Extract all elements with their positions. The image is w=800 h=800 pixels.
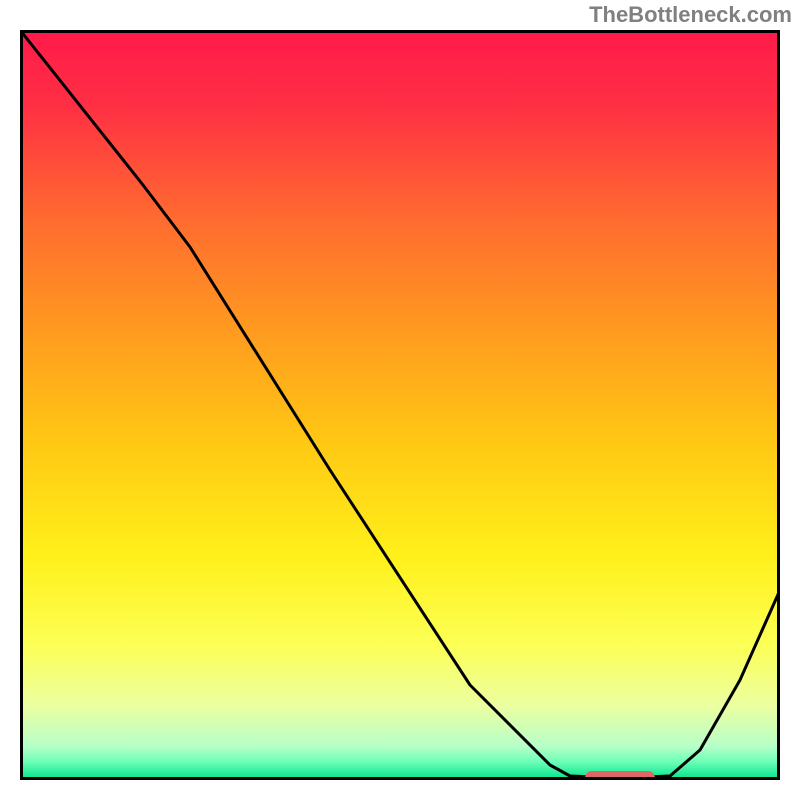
attribution-text: TheBottleneck.com [589,2,792,28]
plot-area [20,30,780,780]
canvas: TheBottleneck.com [0,0,800,800]
gradient-background [20,30,780,780]
plot-svg [20,30,780,780]
